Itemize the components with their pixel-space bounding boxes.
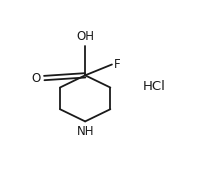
Text: OH: OH [76,30,94,43]
Text: F: F [114,58,120,71]
Text: O: O [31,71,40,84]
Text: HCl: HCl [142,80,165,93]
Text: NH: NH [76,125,94,138]
